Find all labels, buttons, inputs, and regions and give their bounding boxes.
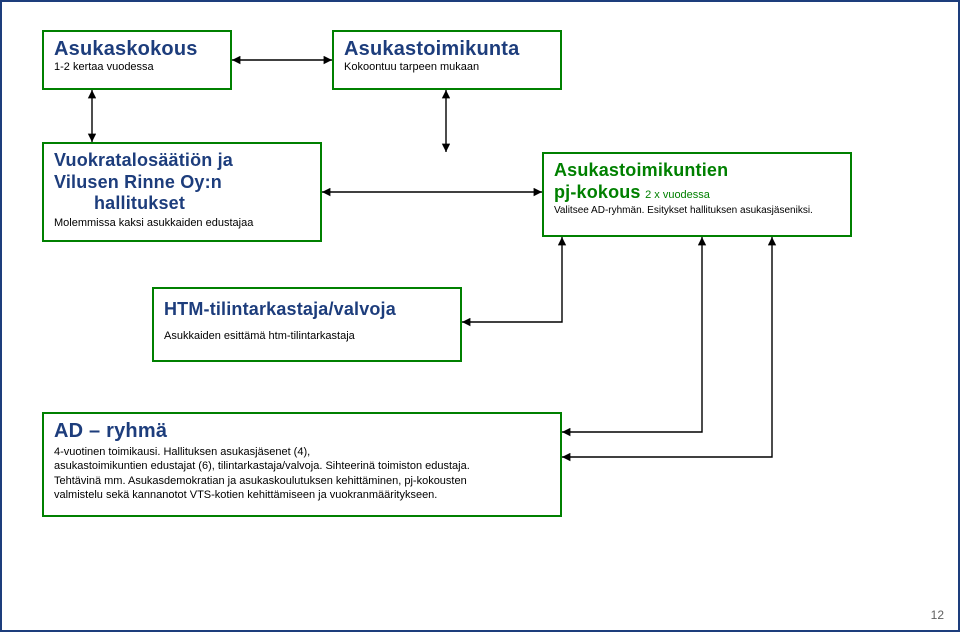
box-asukaskokous: Asukaskokous 1-2 kertaa vuodessa	[42, 30, 232, 90]
connectors-layer	[2, 2, 960, 634]
adryhma-sub3: Tehtävinä mm. Asukasdemokratian ja asuka…	[54, 475, 467, 487]
box-hallitukset: Vuokratalosäätiön ja Vilusen Rinne Oy:n …	[42, 142, 322, 242]
asukaskokous-sub: 1-2 kertaa vuodessa	[54, 61, 220, 73]
pjkokous-title2: pj-kokous	[554, 182, 641, 202]
asukastoimikunta-sub: Kokoontuu tarpeen mukaan	[344, 61, 550, 73]
box-asukastoimikunta: Asukastoimikunta Kokoontuu tarpeen mukaa…	[332, 30, 562, 90]
box-pj-kokous: Asukastoimikuntien pj-kokous 2 x vuodess…	[542, 152, 852, 237]
pjkokous-sub: Valitsee AD-ryhmän. Esitykset hallitukse…	[554, 205, 840, 216]
adryhma-sub2: asukastoimikuntien edustajat (6), tilint…	[54, 460, 470, 472]
pjkokous-title1: Asukastoimikuntien	[554, 160, 840, 182]
adryhma-sub4: valmistelu sekä kannanotot VTS-kotien ke…	[54, 489, 437, 501]
asukastoimikunta-title: Asukastoimikunta	[344, 38, 550, 61]
hallitukset-line2: Vilusen Rinne Oy:n	[54, 172, 222, 192]
htm-sub: Asukkaiden esittämä htm-tilintarkastaja	[164, 330, 450, 342]
htm-title: HTM-tilintarkastaja/valvoja	[164, 299, 450, 320]
box-htm: HTM-tilintarkastaja/valvoja Asukkaiden e…	[152, 287, 462, 362]
box-ad-ryhma: AD – ryhmä 4-vuotinen toimikausi. Hallit…	[42, 412, 562, 517]
page-number: 12	[931, 608, 944, 622]
asukaskokous-title: Asukaskokous	[54, 38, 220, 61]
hallitukset-sub: Molemmissa kaksi asukkaiden edustajaa	[54, 217, 310, 229]
pjkokous-title2-extra: 2 x vuodessa	[645, 189, 710, 201]
adryhma-sub1: 4-vuotinen toimikausi. Hallituksen asuka…	[54, 446, 310, 458]
slide: Asukaskokous 1-2 kertaa vuodessa Asukast…	[0, 0, 960, 632]
hallitukset-line1: Vuokratalosäätiön ja	[54, 150, 233, 170]
hallitukset-line3: hallitukset	[94, 193, 185, 215]
adryhma-title: AD – ryhmä	[54, 420, 550, 443]
